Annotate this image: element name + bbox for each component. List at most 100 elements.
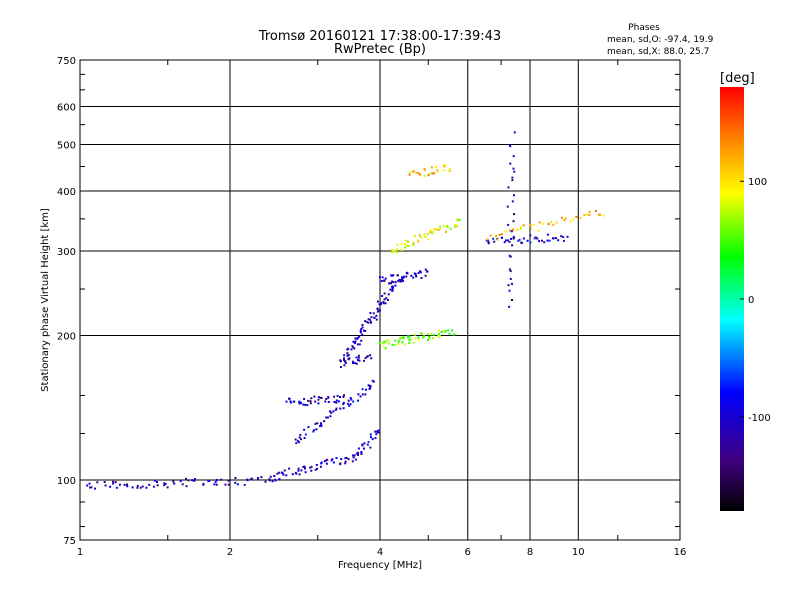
data-point <box>320 422 322 425</box>
data-point <box>371 438 374 441</box>
data-point <box>326 416 329 419</box>
data-point <box>541 239 543 242</box>
data-point <box>309 400 312 403</box>
data-point <box>588 210 591 213</box>
data-point <box>507 239 509 242</box>
data-point <box>509 270 512 273</box>
data-point <box>86 484 89 487</box>
data-point <box>360 453 363 455</box>
data-point <box>152 485 155 488</box>
data-point <box>513 131 516 134</box>
data-point <box>342 395 345 398</box>
data-point <box>382 345 385 348</box>
data-point <box>350 398 353 401</box>
data-point <box>363 359 365 362</box>
data-point <box>325 398 328 400</box>
data-point <box>384 277 387 280</box>
data-point <box>436 170 439 173</box>
data-point <box>599 213 602 216</box>
data-point <box>187 479 190 482</box>
data-point <box>412 241 415 244</box>
data-point <box>421 336 424 339</box>
data-point <box>377 310 380 313</box>
data-point <box>383 298 386 301</box>
data-point <box>431 232 434 235</box>
data-point <box>352 400 355 403</box>
data-point <box>366 443 369 446</box>
data-point <box>112 482 115 485</box>
data-point <box>560 235 563 238</box>
data-point <box>397 340 400 343</box>
data-point <box>409 171 412 174</box>
data-point <box>448 332 451 335</box>
data-point <box>402 336 405 339</box>
data-points <box>86 131 605 490</box>
data-point <box>418 234 421 237</box>
data-point <box>381 276 384 279</box>
data-point <box>347 358 350 361</box>
data-point <box>402 275 405 278</box>
data-point <box>435 228 438 231</box>
data-point <box>352 346 355 349</box>
data-point <box>352 362 354 364</box>
data-point <box>521 241 523 244</box>
data-point <box>295 442 298 445</box>
data-point <box>394 339 397 342</box>
data-point <box>298 400 301 403</box>
data-point <box>511 179 514 182</box>
data-point <box>385 297 388 300</box>
colorbar-label: [deg] <box>720 71 755 86</box>
data-point <box>530 227 533 230</box>
data-point <box>216 479 218 481</box>
data-point <box>164 482 167 485</box>
data-point <box>112 480 115 483</box>
data-point <box>508 254 511 257</box>
x-tick-label: 1 <box>77 547 83 558</box>
data-point <box>361 393 364 396</box>
data-point <box>493 240 496 243</box>
data-point <box>572 218 575 221</box>
y-tick-label: 600 <box>57 103 76 114</box>
data-point <box>309 466 312 469</box>
data-point <box>557 239 560 242</box>
data-point <box>269 475 272 478</box>
data-point <box>274 479 277 482</box>
data-point <box>268 479 271 482</box>
data-point <box>370 357 373 360</box>
data-point <box>375 314 378 317</box>
data-point <box>355 362 358 365</box>
data-point <box>432 337 434 340</box>
data-point <box>214 480 217 483</box>
data-point <box>359 331 362 334</box>
data-point <box>364 357 367 360</box>
data-point <box>145 486 148 489</box>
data-point <box>382 302 385 305</box>
data-point <box>250 477 253 480</box>
data-point <box>529 234 532 237</box>
data-point <box>400 336 403 339</box>
data-point <box>412 244 415 246</box>
data-point <box>202 482 205 485</box>
data-point <box>376 308 379 310</box>
data-point <box>417 336 420 339</box>
data-point <box>395 248 398 251</box>
data-point <box>378 342 381 344</box>
data-point <box>343 357 345 360</box>
data-point <box>391 251 393 254</box>
x-axis-ticks: 1 2 4 6 8 10 16 <box>77 60 686 558</box>
data-point <box>564 217 567 220</box>
data-point <box>509 162 512 165</box>
data-point <box>522 237 525 240</box>
data-point <box>547 223 550 226</box>
data-point <box>512 235 515 238</box>
data-point <box>285 474 288 477</box>
data-point <box>511 282 513 285</box>
data-point <box>448 167 451 170</box>
data-point <box>356 337 359 339</box>
data-point <box>517 239 520 242</box>
data-point <box>331 458 334 461</box>
data-point <box>454 223 457 226</box>
data-point <box>339 462 342 465</box>
data-point <box>438 329 440 332</box>
data-point <box>109 485 112 488</box>
